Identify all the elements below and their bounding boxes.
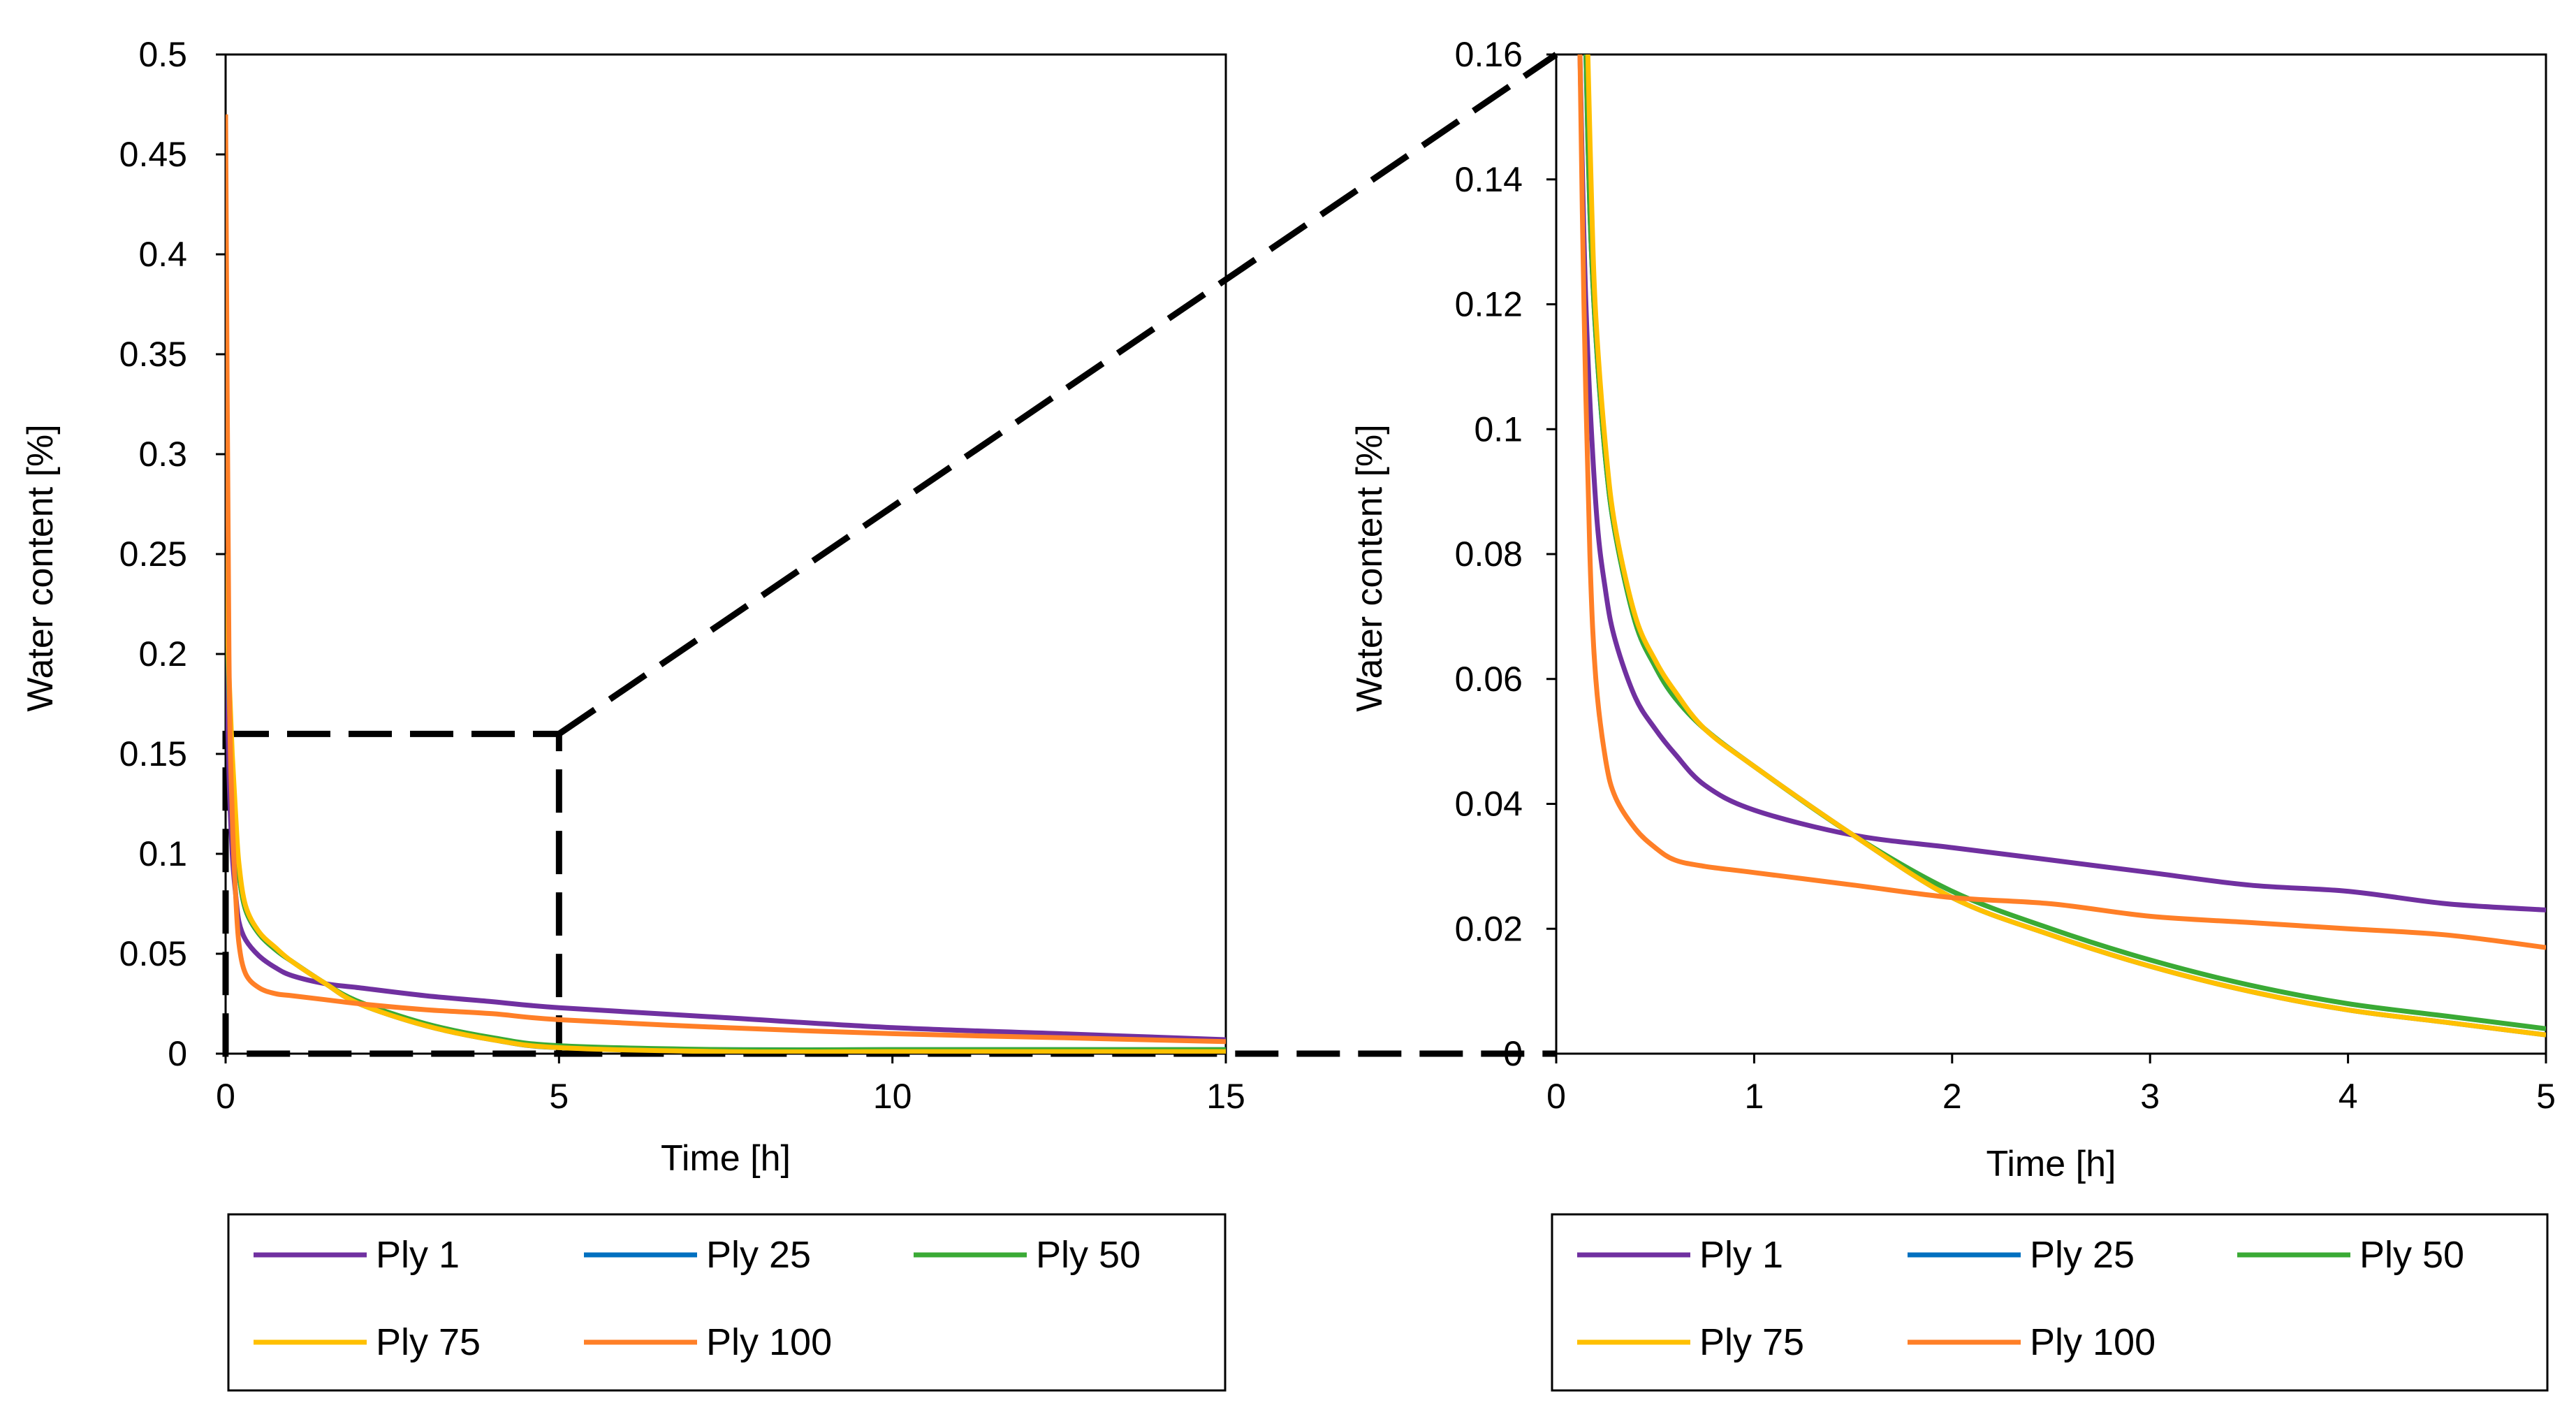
series-group [1577,54,2546,1038]
y-axis-title: Water content [%] [20,424,61,711]
legend-box [1551,1213,2549,1392]
series-line-ply-100 [226,114,1226,1045]
legend-label: Ply 100 [706,1321,832,1363]
legend-box [227,1213,1227,1392]
y-tick-label: 0 [1503,1034,1523,1073]
y-tick-label: 0.1 [138,834,187,873]
legend-label: Ply 25 [706,1234,811,1276]
x-tick-label: 5 [549,1077,569,1116]
legend-label: Ply 75 [376,1321,481,1363]
zoom-connector-top [557,52,1558,737]
x-tick-label: 15 [1206,1077,1245,1116]
y-tick-label: 0.12 [1455,285,1523,324]
x-tick-label: 3 [2140,1077,2160,1116]
series-group [226,114,1226,1054]
x-axis-title: Time [h] [661,1138,791,1179]
legend-label: Ply 1 [376,1234,460,1276]
left-chart: 0 5 10 15 0 0.05 0.1 0.15 0.2 0.25 0.3 0.35 0.4 0.45 0… [20,35,1245,1392]
y-tick-label: 0.02 [1455,909,1523,948]
legend-label: Ply 75 [1699,1321,1804,1363]
x-tick-label: 4 [2339,1077,2358,1116]
x-tick-label: 1 [1744,1077,1764,1116]
y-tick-label: 0 [168,1034,187,1073]
y-tick-label: 0.06 [1455,660,1523,699]
x-tick-label: 0 [1546,1077,1566,1116]
y-tick-label: 0.08 [1455,535,1523,574]
y-tick-label: 0.3 [138,435,187,474]
series-line-ply-100 [1577,54,2546,950]
y-tick-label: 0.04 [1455,785,1523,824]
x-tick-label: 0 [216,1077,235,1116]
y-tick-label: 0.2 [138,634,187,674]
y-tick-label: 0.35 [119,335,187,374]
y-tick-label: 0.14 [1455,160,1523,199]
legend-label: Ply 50 [1036,1234,1141,1276]
y-tick-label: 0.15 [119,734,187,773]
y-tick-label: 0.1 [1474,409,1523,449]
x-tick-label: 5 [2536,1077,2556,1116]
y-tick-label: 0.05 [119,934,187,973]
x-tick-label: 10 [873,1077,912,1116]
legend-label: Ply 25 [2030,1234,2135,1276]
y-tick-label: 0.45 [119,135,187,174]
y-tick-label: 0.25 [119,535,187,574]
x-axis-title: Time [h] [1986,1144,2116,1184]
series-line-ply-75 [1585,54,2546,1038]
legend-label: Ply 1 [1699,1234,1783,1276]
right-chart: 0 1 2 3 4 5 0 0.02 0.04 0.06 0.08 0.1 0.12 0.14 0.16 Ti… [1349,35,2556,1392]
x-tick-label: 2 [1942,1077,1962,1116]
y-tick-label: 0.4 [138,235,187,274]
y-tick-label: 0.5 [138,35,187,74]
legend-label: Ply 50 [2359,1234,2464,1276]
legend-label: Ply 100 [2030,1321,2156,1363]
y-tick-label: 0.16 [1455,35,1523,74]
series-line-ply-1 [1577,54,2546,913]
y-axis-title: Water content [%] [1349,424,1390,711]
